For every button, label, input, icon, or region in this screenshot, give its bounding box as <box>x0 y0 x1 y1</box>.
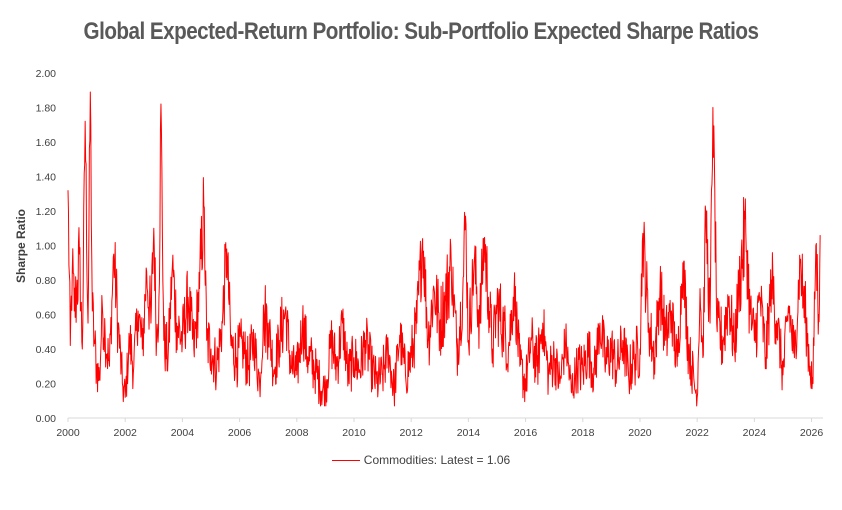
chart-title: Global Expected-Return Portfolio: Sub-Po… <box>83 18 759 45</box>
series-group <box>67 91 821 407</box>
legend[interactable]: Commodities: Latest = 1.06 <box>0 453 842 467</box>
y-tick-label: 1.20 <box>36 206 57 218</box>
y-tick-label: 0.20 <box>36 379 57 391</box>
legend-label: Commodities: Latest = 1.06 <box>363 453 511 467</box>
y-tick-label: 1.00 <box>36 241 57 253</box>
x-tick-label: 2026 <box>800 427 824 439</box>
x-tick-label: 2008 <box>285 427 309 439</box>
x-tick-label: 2014 <box>457 427 481 439</box>
x-tick-label: 2004 <box>171 427 195 439</box>
x-tick-label: 2000 <box>56 427 80 439</box>
y-axis-ticks: 0.00 0.20 0.40 0.60 0.80 1.00 1.20 1.40 1.60 1.80… <box>36 68 57 425</box>
y-tick-label: 0.40 <box>36 344 57 356</box>
y-tick-label: 0.00 <box>36 413 57 425</box>
series-line-commodities <box>67 91 821 407</box>
y-tick-label: 0.60 <box>36 310 57 322</box>
x-tick-label: 2020 <box>628 427 652 439</box>
x-tick-label: 2022 <box>685 427 709 439</box>
y-tick-label: 1.40 <box>36 172 57 184</box>
y-tick-label: 1.80 <box>36 103 57 115</box>
x-tick-label: 2002 <box>114 427 138 439</box>
x-tick-label: 2006 <box>228 427 252 439</box>
x-tick-label: 2010 <box>342 427 366 439</box>
x-tick-label: 2016 <box>514 427 538 439</box>
y-tick-label: 2.00 <box>36 68 57 80</box>
x-tick-label: 2012 <box>400 427 424 439</box>
y-axis-label: Sharpe Ratio <box>14 209 28 283</box>
x-axis-ticks: 2000 2002 2004 2006 2008 2010 2012 2014 2016 2018… <box>56 418 823 439</box>
legend-swatch <box>331 459 360 461</box>
y-tick-label: 0.80 <box>36 275 57 287</box>
x-tick-label: 2024 <box>743 427 767 439</box>
x-tick-label: 2018 <box>571 427 595 439</box>
y-tick-label: 1.60 <box>36 137 57 149</box>
